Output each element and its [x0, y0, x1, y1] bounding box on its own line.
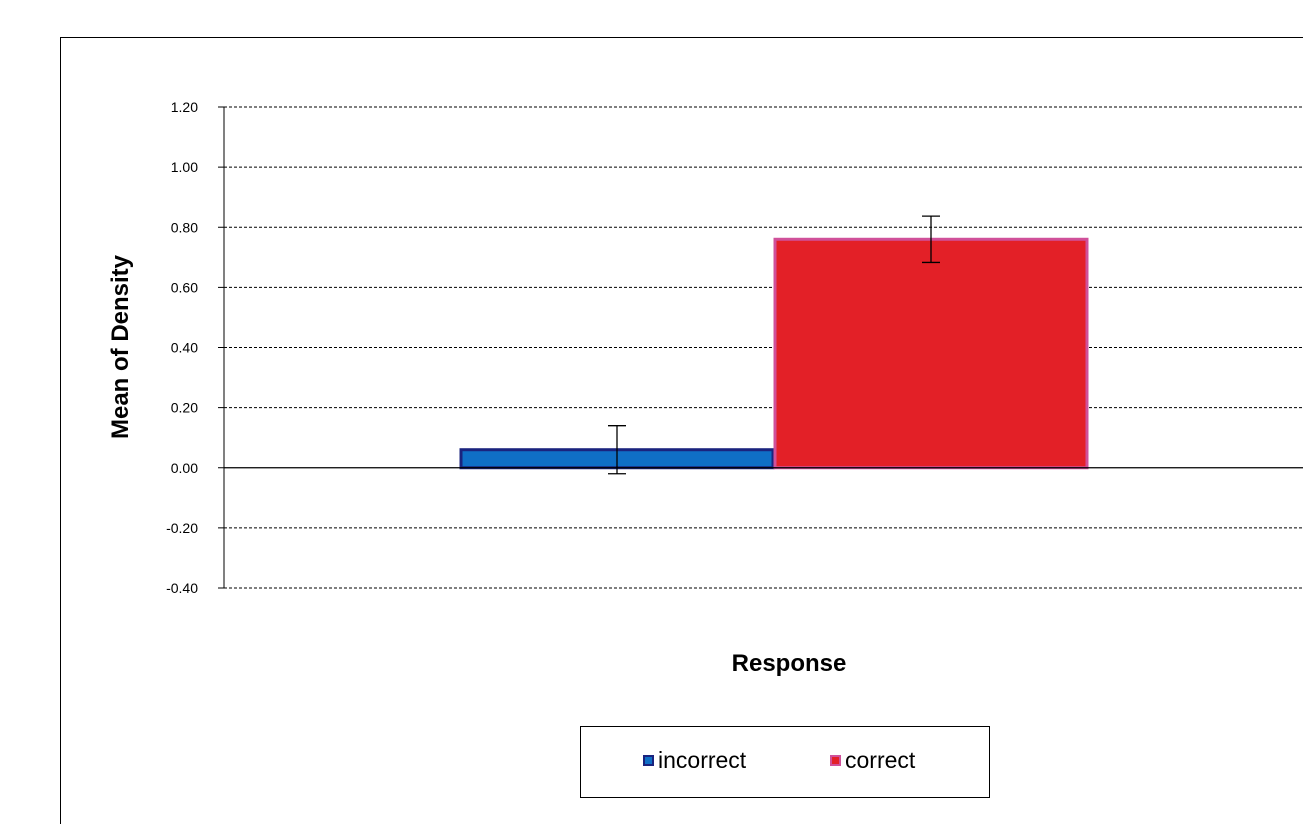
y-tick-labels: 1.20 1.00 0.80 0.60 0.40 0.20 0.00 -0.20 -0.40 [166, 99, 224, 596]
x-axis-title: Response [732, 650, 847, 677]
y-axis-title: Mean of Density [107, 254, 134, 439]
y-tick-label: 0.80 [171, 219, 198, 235]
gridlines [224, 106, 1303, 589]
chart-frame [60, 37, 1303, 824]
legend-label-incorrect: incorrect [658, 747, 747, 773]
legend-item-correct: correct [830, 747, 915, 774]
y-tick-label: 0.20 [171, 400, 198, 416]
legend: incorrect correct [580, 726, 990, 798]
bars [459, 237, 1089, 470]
y-tick-label: 1.20 [171, 99, 198, 115]
legend-item-incorrect: incorrect [643, 747, 746, 774]
y-tick-label: -0.40 [166, 580, 198, 596]
error-bars [608, 215, 940, 475]
y-tick-label: 0.00 [171, 460, 198, 476]
bar-correct [773, 237, 1089, 470]
y-tick-label: 1.00 [171, 159, 198, 175]
legend-swatch-incorrect [643, 755, 654, 766]
y-tick-label: -0.20 [166, 520, 198, 536]
y-tick-label: 0.60 [171, 279, 198, 295]
legend-swatch-correct [830, 755, 841, 766]
legend-label-correct: correct [845, 747, 916, 773]
y-tick-label: 0.40 [171, 340, 198, 356]
